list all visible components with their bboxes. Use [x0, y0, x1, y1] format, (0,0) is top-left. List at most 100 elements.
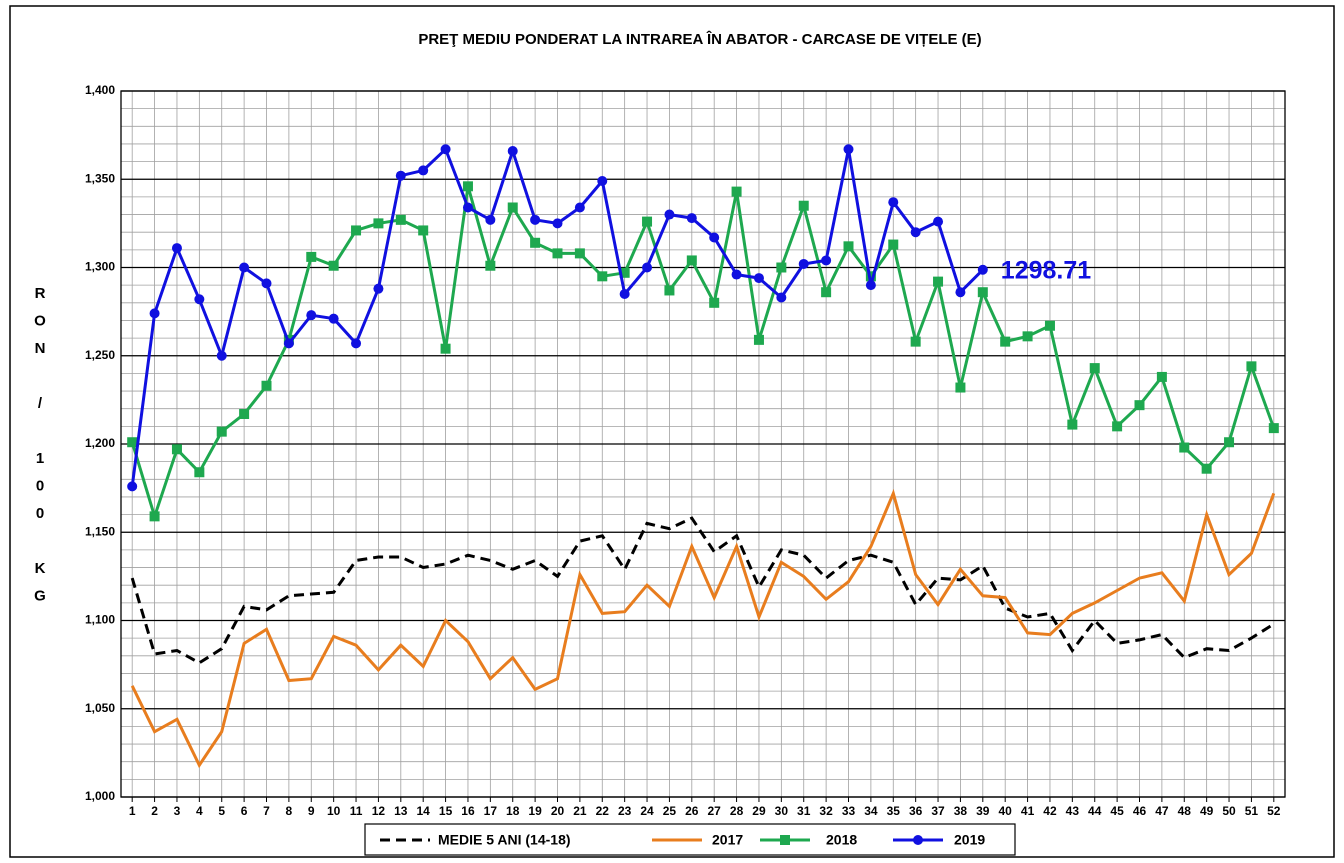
y-tick-label: 1,400 — [85, 83, 115, 97]
marker — [283, 338, 294, 349]
y-axis-label: RON / 100 KG — [32, 285, 49, 615]
marker — [709, 297, 720, 308]
marker — [821, 287, 832, 298]
x-tick-label: 18 — [506, 804, 520, 818]
marker — [977, 287, 988, 298]
marker — [239, 262, 250, 273]
x-tick-label: 30 — [775, 804, 789, 818]
x-tick-label: 4 — [196, 804, 203, 818]
marker — [910, 336, 921, 347]
x-tick-label: 49 — [1200, 804, 1214, 818]
marker — [328, 260, 339, 271]
x-tick-label: 46 — [1133, 804, 1147, 818]
marker — [1156, 371, 1167, 382]
x-tick-label: 37 — [931, 804, 945, 818]
marker — [798, 200, 809, 211]
x-tick-label: 26 — [685, 804, 699, 818]
x-tick-label: 17 — [484, 804, 498, 818]
marker — [642, 216, 653, 227]
y-tick-label: 1,000 — [85, 789, 115, 803]
marker — [1268, 423, 1279, 434]
x-tick-label: 34 — [864, 804, 878, 818]
legend-label: 2019 — [954, 832, 985, 848]
y-tick-label: 1,100 — [85, 613, 115, 627]
marker — [1224, 437, 1235, 448]
x-tick-label: 16 — [461, 804, 475, 818]
marker — [597, 176, 608, 187]
marker — [753, 273, 764, 284]
marker — [1179, 442, 1190, 453]
marker — [776, 292, 787, 303]
grid: 1 2 3 4 5 6 7 8 9 10 11 12 13 14 15 16 17 18 19 20 21 22 23 24 2… — [85, 83, 1286, 818]
x-tick-label: 19 — [528, 804, 542, 818]
marker — [351, 225, 362, 236]
marker — [552, 218, 563, 229]
x-tick-label: 45 — [1110, 804, 1124, 818]
marker — [977, 264, 988, 275]
marker — [306, 251, 317, 262]
x-tick-label: 20 — [551, 804, 565, 818]
marker — [821, 255, 832, 266]
marker — [1112, 421, 1123, 432]
x-tick-label: 9 — [308, 804, 315, 818]
x-tick-label: 50 — [1222, 804, 1236, 818]
marker — [261, 380, 272, 391]
marker — [418, 165, 429, 176]
marker — [418, 225, 429, 236]
marker — [843, 241, 854, 252]
marker — [574, 202, 585, 213]
x-tick-label: 29 — [752, 804, 766, 818]
x-tick-label: 43 — [1066, 804, 1080, 818]
x-tick-label: 36 — [909, 804, 923, 818]
y-tick-label: 1,050 — [85, 701, 115, 715]
annotation: 1298.71 — [1001, 256, 1091, 284]
marker — [709, 232, 720, 243]
marker — [440, 144, 451, 155]
marker — [933, 276, 944, 287]
x-tick-label: 24 — [640, 804, 654, 818]
x-tick-label: 48 — [1178, 804, 1192, 818]
marker — [462, 202, 473, 213]
marker — [865, 280, 876, 291]
x-tick-label: 32 — [819, 804, 833, 818]
legend-marker — [913, 835, 923, 845]
x-tick-label: 27 — [708, 804, 722, 818]
x-tick-label: 6 — [241, 804, 248, 818]
marker — [373, 218, 384, 229]
marker — [753, 334, 764, 345]
marker — [149, 308, 160, 319]
marker — [373, 283, 384, 294]
legend-label: 2018 — [826, 832, 857, 848]
marker — [686, 213, 697, 224]
legend-marker — [780, 835, 790, 845]
marker — [239, 408, 250, 419]
x-tick-label: 11 — [350, 804, 363, 818]
marker — [171, 444, 182, 455]
marker — [731, 269, 742, 280]
x-tick-label: 22 — [596, 804, 610, 818]
marker — [194, 467, 205, 478]
marker — [798, 258, 809, 269]
marker — [619, 288, 630, 299]
marker — [127, 437, 138, 448]
marker — [485, 260, 496, 271]
x-tick-label: 15 — [439, 804, 453, 818]
marker — [552, 248, 563, 259]
y-tick-label: 1,200 — [85, 436, 115, 450]
marker — [1246, 361, 1257, 372]
legend: MEDIE 5 ANI (14-18) 2017 2018 2019 — [380, 832, 985, 848]
x-tick-label: 40 — [999, 804, 1013, 818]
marker — [485, 214, 496, 225]
plot: 1298.71 — [127, 144, 1279, 769]
marker — [1134, 400, 1145, 411]
marker — [440, 343, 451, 354]
series-line — [130, 488, 1276, 769]
x-tick-label: 44 — [1088, 804, 1102, 818]
x-tick-label: 39 — [976, 804, 990, 818]
x-tick-label: 35 — [887, 804, 901, 818]
marker — [194, 294, 205, 305]
x-tick-label: 42 — [1043, 804, 1057, 818]
marker — [664, 209, 675, 220]
marker — [261, 278, 272, 289]
marker — [933, 216, 944, 227]
